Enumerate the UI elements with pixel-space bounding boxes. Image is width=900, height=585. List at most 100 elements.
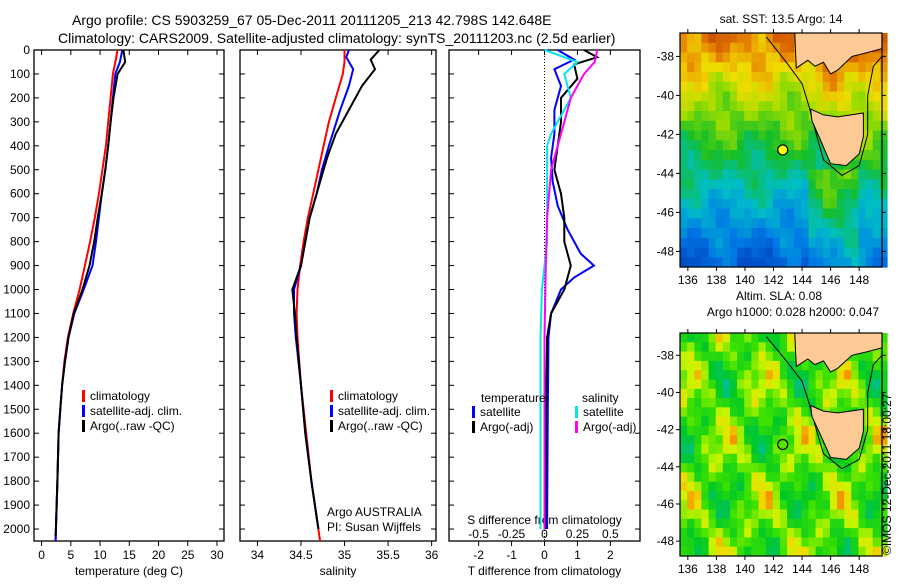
- map-cell: [794, 159, 802, 171]
- lon-tick-label: 144: [792, 562, 812, 576]
- map-cell: [744, 518, 752, 529]
- map-cell: [851, 237, 859, 249]
- map-cell: [744, 416, 752, 427]
- map-cell: [730, 52, 738, 63]
- map-cell: [879, 52, 888, 63]
- map-cell: [801, 398, 809, 408]
- map-cell: [715, 370, 724, 381]
- map-cell: [779, 208, 788, 219]
- map-cell: [829, 379, 838, 390]
- map-cell: [779, 388, 788, 399]
- map-cell: [765, 150, 774, 161]
- map-cell: [744, 237, 752, 249]
- map-cell: [751, 120, 760, 132]
- map-cell: [751, 140, 760, 151]
- map-cell: [865, 111, 874, 122]
- map-cell: [801, 444, 809, 455]
- map-cell: [851, 528, 859, 538]
- map-cell: [730, 472, 738, 483]
- map-cell: [765, 546, 774, 557]
- map-cell: [858, 179, 867, 190]
- map-cell: [708, 435, 717, 446]
- map-cell: [687, 150, 695, 161]
- map-cell: [680, 218, 688, 229]
- map-cell: [794, 198, 802, 210]
- map-cell: [758, 333, 767, 343]
- map-cell: [730, 179, 738, 190]
- map-cell: [751, 218, 760, 229]
- map-cell: [815, 198, 824, 210]
- map-cell: [680, 444, 688, 455]
- map-cell: [765, 537, 774, 548]
- map-cell: [772, 52, 781, 63]
- map-cell: [858, 435, 867, 446]
- map-cell: [865, 208, 874, 219]
- map-cell: [872, 189, 881, 200]
- map-cell: [772, 247, 781, 258]
- map-cell: [851, 546, 859, 557]
- map-cell: [865, 546, 874, 557]
- map-cell: [772, 237, 781, 249]
- map-cell: [687, 351, 695, 362]
- map-cell: [744, 111, 752, 122]
- map-cell: [872, 370, 881, 381]
- map-cell: [801, 416, 809, 427]
- map-cell: [822, 546, 831, 557]
- map-cell: [872, 453, 881, 464]
- map-cell: [687, 546, 695, 557]
- map-cell: [787, 379, 795, 390]
- map-cell: [687, 425, 695, 436]
- map-cell: [815, 169, 824, 180]
- map-cell: [808, 81, 817, 93]
- map-cell: [751, 518, 760, 529]
- lat-tick-label: -40: [657, 385, 675, 399]
- map-cell: [794, 140, 802, 151]
- map-cell: [737, 360, 745, 371]
- map-cell: [837, 500, 845, 511]
- map-cell: [744, 159, 752, 171]
- map-cell: [715, 398, 724, 408]
- map-cell: [772, 169, 781, 180]
- map-cell: [879, 360, 888, 371]
- map-cell: [872, 52, 881, 63]
- profile-panel-1: 0100200300400500600700800900100011001200…: [3, 43, 225, 578]
- map-cell: [829, 237, 838, 249]
- map-cell: [737, 52, 745, 63]
- map-cell: [701, 491, 710, 501]
- map-cell: [687, 169, 695, 180]
- legend-label: satellite: [480, 405, 521, 419]
- map-cell: [680, 120, 688, 132]
- legend-swatch: [575, 421, 578, 433]
- series-t-argo-adj-: [544, 49, 600, 530]
- map-cell: [730, 491, 738, 501]
- map-cell: [844, 159, 852, 171]
- map-cell: [694, 111, 702, 122]
- map-cell: [751, 52, 760, 63]
- map-cell: [837, 388, 845, 399]
- map-cell: [779, 416, 788, 427]
- map-cell: [730, 351, 738, 362]
- map-cell: [722, 379, 731, 390]
- map-cell: [765, 218, 774, 229]
- map-cell: [701, 342, 710, 353]
- map-cell: [765, 472, 774, 483]
- map-cell: [744, 379, 752, 390]
- x-tick-label: 15: [123, 548, 137, 562]
- map-cell: [837, 491, 845, 501]
- map-cell: [694, 416, 702, 427]
- map-cell: [708, 52, 717, 63]
- map-cell: [865, 218, 874, 229]
- map-cell: [858, 398, 867, 408]
- map-cell: [758, 247, 767, 258]
- lon-tick-label: 142: [763, 562, 783, 576]
- map-cell: [680, 491, 688, 501]
- map-cell: [737, 333, 745, 343]
- map-cell: [794, 481, 802, 492]
- map-cell: [687, 388, 695, 399]
- map-cell: [708, 491, 717, 501]
- map-cell: [787, 472, 795, 483]
- map-cell: [758, 463, 767, 473]
- s-tick-label: -0.5: [468, 527, 489, 541]
- map-cell: [779, 351, 788, 362]
- map-cell: [737, 237, 745, 249]
